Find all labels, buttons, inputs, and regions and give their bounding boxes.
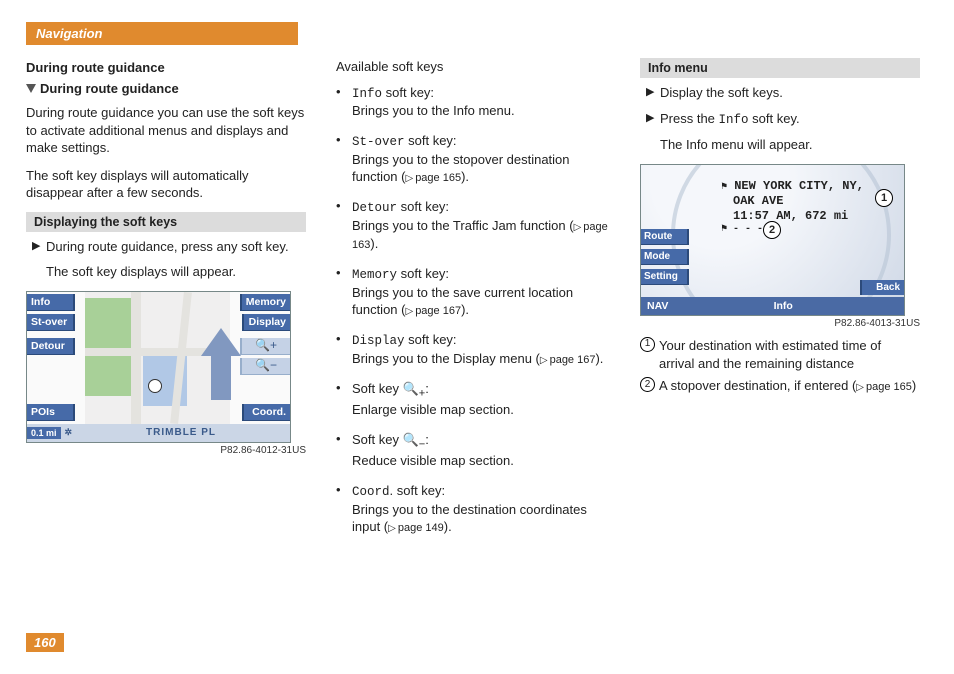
softkey-list-item: •Soft key 🔍−:Reduce visible map section. — [336, 431, 616, 470]
info-bottom-bar: NAV Info — [641, 297, 904, 315]
boxed-heading: Info menu — [640, 58, 920, 78]
figure-reference: P82.86-4013-31US — [640, 318, 920, 329]
column-heading: Available soft keys — [336, 58, 616, 76]
navigation-tab: Navigation — [26, 22, 298, 45]
page-number: 160 — [26, 633, 64, 652]
play-icon: ▶ — [32, 238, 46, 256]
callout-2: 2 — [763, 221, 781, 239]
softkey-list-item: •Soft key 🔍+:Enlarge visible map section… — [336, 380, 616, 419]
instruction-step: ▶ During route guidance, press any soft … — [26, 238, 306, 256]
road-name: TRIMBLE PL — [72, 427, 290, 438]
zoom-in-softkey[interactable]: 🔍+ — [240, 338, 290, 355]
step-result: The Info menu will appear. — [640, 136, 920, 154]
softkey-list-item: •Memory soft key:Brings you to the save … — [336, 265, 616, 319]
step-result: The soft key displays will appear. — [26, 263, 306, 281]
softkey-list-item: •Detour soft key:Brings you to the Traff… — [336, 198, 616, 253]
callout-2-ref: 2 — [640, 377, 655, 392]
zoom-out-softkey[interactable]: 🔍− — [240, 358, 290, 375]
instruction-step: ▶ Press the Info soft key. — [640, 110, 920, 129]
callout-1-ref: 1 — [640, 337, 655, 352]
detour-softkey[interactable]: Detour — [27, 338, 75, 355]
setting-softkey[interactable]: Setting — [641, 269, 689, 285]
map-scale: 0.1 mi — [27, 427, 61, 439]
body-paragraph: The soft key displays will automatically… — [26, 167, 306, 202]
coord-softkey[interactable]: Coord. — [242, 404, 290, 421]
triangle-down-icon — [26, 84, 36, 93]
info-label: Info — [668, 300, 898, 312]
display-softkey[interactable]: Display — [242, 314, 290, 331]
route-softkey[interactable]: Route — [641, 229, 689, 245]
mode-softkey[interactable]: Mode — [641, 249, 689, 265]
softkey-list-item: •St-over soft key:Brings you to the stop… — [336, 132, 616, 186]
vehicle-position-icon — [148, 379, 162, 393]
play-icon: ▶ — [646, 84, 660, 102]
nav-screenshot: Info St-over Detour POIs Memory Display … — [26, 291, 291, 443]
stover-softkey[interactable]: St-over — [27, 314, 75, 331]
info-softkey[interactable]: Info — [27, 294, 75, 311]
softkey-list: •Info soft key:Brings you to the Info me… — [336, 84, 616, 536]
softkey-list-item: •Info soft key:Brings you to the Info me… — [336, 84, 616, 120]
info-screenshot: ⚑ NEW YORK CITY, NY, OAK AVE 11:57 AM, 6… — [640, 164, 905, 316]
back-softkey[interactable]: Back — [860, 280, 904, 295]
map-bottom-bar: 0.1 mi ✲ TRIMBLE PL — [27, 424, 290, 442]
memory-softkey[interactable]: Memory — [240, 294, 290, 311]
sat-icon: ✲ — [65, 427, 73, 438]
destination-readout: ⚑ NEW YORK CITY, NY, OAK AVE 11:57 AM, 6… — [721, 179, 864, 237]
pois-softkey[interactable]: POIs — [27, 404, 75, 421]
play-icon: ▶ — [646, 110, 660, 129]
nav-label: NAV — [647, 300, 668, 312]
section-heading: During route guidance — [26, 58, 306, 77]
figure-reference: P82.86-4012-31US — [26, 445, 306, 456]
body-paragraph: During route guidance you can use the so… — [26, 104, 306, 157]
softkey-list-item: •Coord. soft key:Brings you to the desti… — [336, 482, 616, 536]
direction-arrow-icon — [201, 328, 241, 356]
callout-1: 1 — [875, 189, 893, 207]
softkey-list-item: •Display soft key:Brings you to the Disp… — [336, 331, 616, 368]
subsection-heading: During route guidance — [26, 81, 306, 96]
boxed-heading: Displaying the soft keys — [26, 212, 306, 232]
instruction-step: ▶ Display the soft keys. — [640, 84, 920, 102]
callout-legend: 1 Your destination with estimated time o… — [640, 337, 920, 396]
